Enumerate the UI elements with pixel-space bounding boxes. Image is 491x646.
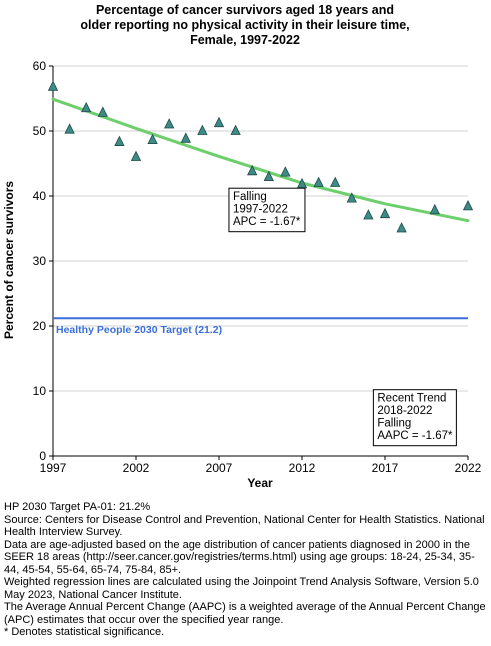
chart: Percentage of cancer survivors aged 18 y…	[2, 3, 482, 490]
data-point-2013	[313, 176, 324, 187]
y-tick-label: 0	[39, 449, 46, 463]
data-point-2018	[396, 222, 407, 233]
data-point-2000	[97, 106, 108, 117]
y-tick-label: 50	[33, 124, 47, 138]
data-point-2010	[263, 170, 274, 182]
data-point-2004	[164, 118, 175, 129]
y-axis-label: Percent of cancer survivors	[2, 181, 16, 339]
data-point-2007	[213, 116, 225, 128]
plot-area: Healthy People 2030 Target (21.2) Falling…	[47, 80, 474, 447]
data-point-2016	[363, 209, 374, 220]
data-point-2011	[280, 166, 291, 177]
data-point-1999	[81, 101, 92, 113]
chart-title: Percentage of cancer survivors aged 18 y…	[80, 3, 409, 47]
data-point-2002	[130, 150, 142, 161]
data-point-2009	[247, 164, 258, 176]
data-point-1998	[64, 123, 75, 134]
footnote-aapc: The Average Annual Percent Change (AAPC)…	[4, 601, 486, 626]
annotation-recent-trend-box	[372, 389, 457, 447]
data-point-2020	[429, 203, 440, 215]
chart-title-line-3: Female, 1997-2022	[190, 33, 300, 47]
footnote-significance: * Denotes statistical significance.	[4, 626, 165, 638]
annotation-falling-box	[228, 187, 306, 233]
y-tick-label: 40	[33, 189, 47, 203]
x-axis-label: Year	[247, 476, 273, 490]
x-axis-ticks: 1997 2002 2007 2012 2017 2022	[40, 456, 482, 475]
chart-title-line-1: Percentage of cancer survivors aged 18 y…	[96, 3, 394, 17]
x-tick-label: 2017	[372, 461, 399, 475]
footnote-age-adjustment: Data are age-adjusted based on the age d…	[4, 538, 475, 576]
data-point-2022	[462, 200, 474, 211]
annotation-falling-line: Falling	[233, 191, 267, 203]
annotation-recent-trend-line: 2018-2022	[377, 405, 432, 417]
trend-line	[51, 97, 470, 223]
target-line-label: Healthy People 2030 Target (21.2)	[56, 324, 222, 336]
annotation-recent-trend-line: Falling	[377, 418, 411, 430]
x-tick-label: 2022	[455, 461, 482, 475]
footnotes: HP 2030 Target PA-01: 21.2% Source: Cent…	[4, 501, 488, 639]
y-tick-label: 30	[33, 254, 47, 268]
x-tick-label: 2007	[206, 461, 233, 475]
footnote-regression: Weighted regression lines are calculated…	[4, 576, 479, 601]
data-point-2005	[180, 132, 191, 143]
data-point-1997	[47, 80, 59, 91]
data-point-2008	[230, 124, 241, 135]
x-tick-label: 1997	[40, 461, 67, 475]
annotation-recent-trend-line: Recent Trend	[377, 393, 446, 405]
footnote-target: HP 2030 Target PA-01: 21.2%	[4, 501, 151, 513]
annotation-falling-line: 1997-2022	[233, 204, 288, 216]
data-point-2015	[346, 192, 357, 203]
y-tick-label: 20	[33, 319, 47, 333]
y-tick-label: 60	[33, 59, 47, 73]
x-tick-label: 2012	[289, 461, 316, 475]
footnote-source: Source: Centers for Disease Control and …	[4, 513, 485, 539]
data-point-2014	[330, 176, 341, 187]
annotation-recent-trend-line: AAPC = -1.67*	[377, 430, 453, 442]
data-point-2003	[147, 133, 158, 145]
annotation-falling-line: APC = -1.67*	[233, 216, 301, 228]
y-tick-label: 10	[33, 384, 47, 398]
chart-title-line-2: older reporting no physical activity in …	[80, 18, 409, 32]
data-point-2006	[197, 124, 208, 135]
y-axis-ticks: 0 10 20 30 40 50 60	[33, 59, 53, 463]
data-point-2001	[114, 135, 125, 146]
x-tick-label: 2002	[123, 461, 150, 475]
data-point-2017	[379, 207, 391, 219]
